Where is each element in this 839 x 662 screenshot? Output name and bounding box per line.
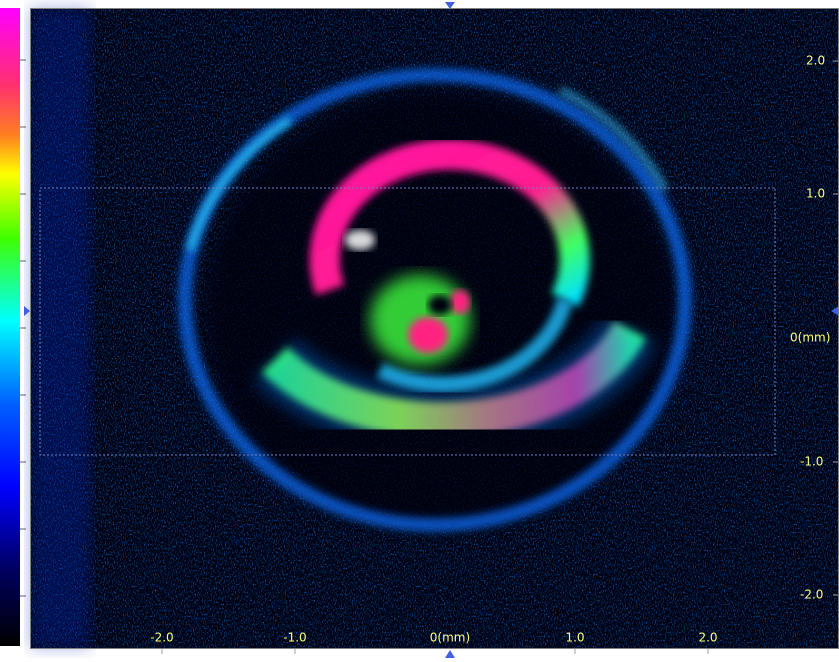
color-scale bbox=[0, 8, 20, 646]
hot-spot bbox=[345, 230, 375, 250]
x-axis-label: 1.0 bbox=[565, 631, 584, 645]
x-axis-label: 2.0 bbox=[698, 631, 717, 645]
position-markers bbox=[24, 2, 839, 658]
y-axis-label: -1.0 bbox=[800, 455, 823, 469]
inner-arc-tail bbox=[376, 297, 573, 393]
y-axis-label: -2.0 bbox=[800, 588, 823, 602]
y-axis-labels: 2.0 1.0 0(mm) -1.0 -2.0 bbox=[790, 54, 830, 602]
y-axis-label: 0(mm) bbox=[790, 331, 830, 345]
center-peak bbox=[408, 317, 448, 353]
center-hole bbox=[428, 295, 452, 315]
outer-ring bbox=[178, 68, 692, 532]
center-peak bbox=[450, 290, 470, 314]
region-box bbox=[39, 187, 776, 456]
x-axis-label: -1.0 bbox=[283, 631, 306, 645]
outer-ring-highlight bbox=[186, 116, 293, 252]
color-scale-ticks bbox=[20, 59, 26, 597]
outer-ring-highlight bbox=[558, 86, 669, 192]
y-axis-label: 2.0 bbox=[806, 54, 825, 68]
y-axis-label: 1.0 bbox=[806, 187, 825, 201]
x-axis-labels: -2.0 -1.0 0(mm) 1.0 2.0 bbox=[150, 631, 717, 645]
left-haze bbox=[30, 8, 90, 648]
lower-arc-halo bbox=[253, 315, 657, 451]
x-axis-label: 0(mm) bbox=[430, 631, 470, 645]
x-axis-label: -2.0 bbox=[150, 631, 173, 645]
inner-arc bbox=[309, 139, 590, 307]
